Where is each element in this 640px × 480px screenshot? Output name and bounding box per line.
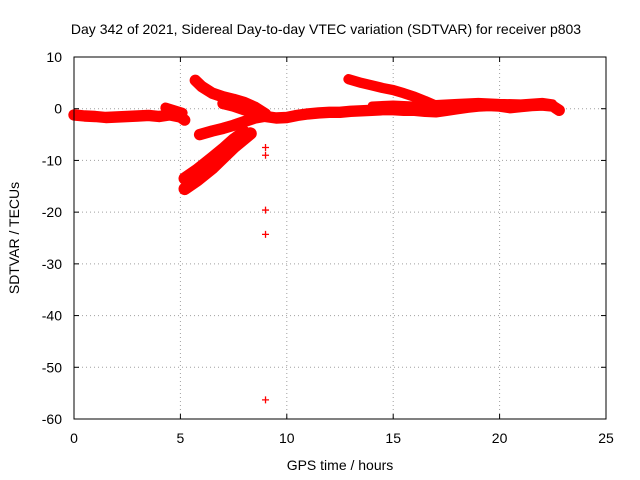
y-tick-label: -30	[42, 256, 62, 272]
series-upper-arc	[189, 74, 272, 120]
y-tick-label: -20	[42, 204, 62, 220]
outlier-point	[262, 230, 270, 238]
data-series	[68, 74, 565, 404]
y-axis-label: SDTVAR / TECUs	[6, 182, 22, 294]
outlier-point	[262, 151, 270, 159]
x-tick-label: 5	[177, 430, 185, 446]
axis-ticks	[73, 56, 607, 420]
y-tick-label: -40	[42, 308, 62, 324]
series-bump-near-4.5h	[160, 102, 188, 119]
outlier-point	[262, 206, 270, 214]
y-tick-label: -10	[42, 152, 62, 168]
outlier-point	[262, 144, 270, 151]
x-tick-label: 10	[279, 430, 295, 446]
y-tick-label: 10	[46, 49, 62, 65]
y-tick-label: 0	[54, 101, 62, 117]
outlier-point	[262, 396, 270, 404]
plot-frame	[73, 56, 607, 420]
series-baseline-late-spread	[367, 97, 557, 110]
series-diagonal-lower	[178, 127, 257, 196]
x-axis-label: GPS time / hours	[287, 457, 394, 473]
series-lower-arc	[193, 110, 270, 141]
x-tick-label: 0	[70, 430, 78, 446]
series-descending-arc	[343, 74, 448, 113]
chart-title: Day 342 of 2021, Sidereal Day-to-day VTE…	[71, 21, 581, 37]
x-tick-label: 20	[492, 430, 508, 446]
y-tick-label: -60	[42, 411, 62, 427]
y-tick-label: -50	[42, 359, 62, 375]
x-tick-label: 15	[385, 430, 401, 446]
x-tick-label: 25	[598, 430, 614, 446]
series-baseline-early	[68, 109, 191, 126]
